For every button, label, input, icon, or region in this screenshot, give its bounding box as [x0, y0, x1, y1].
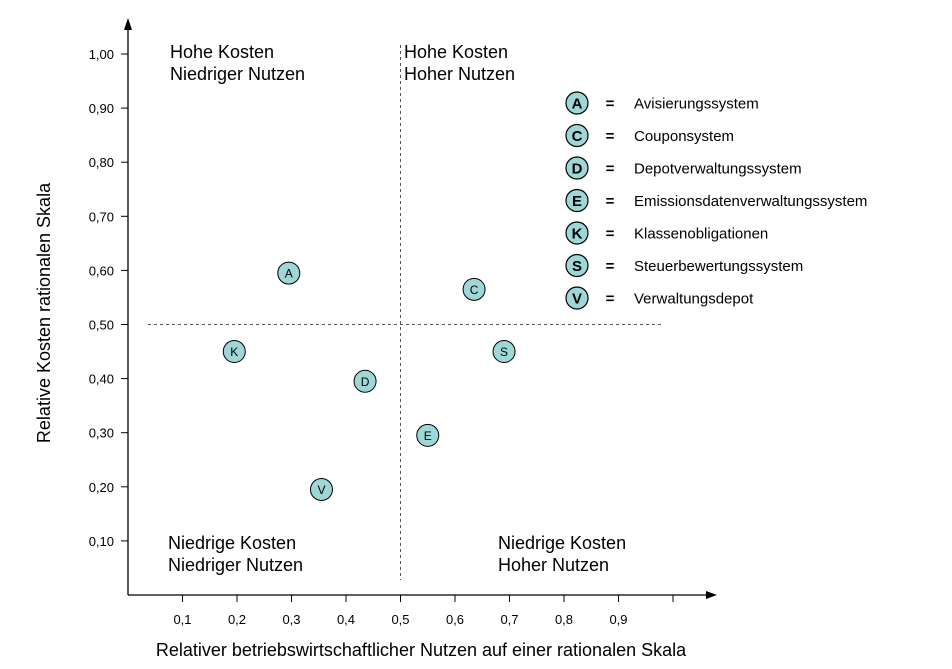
y-tick-label: 0,90: [89, 101, 114, 116]
quadrant-label-top-right: Hohe Kosten: [404, 42, 508, 62]
legend-entry-v: V = Verwaltungsdepot: [565, 286, 754, 310]
legend-marker: [565, 91, 589, 115]
legend-key: S: [572, 258, 582, 275]
legend-marker: [565, 123, 589, 148]
data-point-marker: [462, 277, 486, 301]
legend-separator: =: [606, 193, 615, 210]
legend-marker: [565, 188, 589, 213]
legend-label: Depotverwaltungssystem: [634, 161, 802, 178]
y-axis-arrow: [124, 18, 132, 30]
y-tick-label: 0,10: [89, 534, 114, 549]
quadrant-label-top-right: Hoher Nutzen: [404, 64, 515, 84]
x-tick-label: 0,2: [228, 612, 246, 627]
legend-separator: =: [606, 128, 615, 145]
data-point-s: S: [492, 340, 516, 364]
y-tick-label: 0,40: [89, 372, 114, 387]
legend-separator: =: [606, 291, 615, 308]
x-tick-label: 0,4: [337, 612, 355, 627]
data-point-e: E: [416, 423, 440, 447]
x-tick-label: 0,1: [173, 612, 191, 627]
x-tick-label: 0,8: [555, 612, 573, 627]
legend-entry-c: C = Couponsystem: [565, 123, 734, 148]
legend-marker: [565, 253, 589, 278]
legend-separator: =: [606, 161, 615, 178]
legend-key: D: [572, 161, 583, 178]
y-axis-ticks: 0,10 0,20 0,30 0,40 0,50 0,60 0,70 0,80 0,90 1,00: [89, 47, 128, 549]
legend-entry-e: E = Emissionsdatenverwaltungssystem: [565, 188, 867, 213]
y-tick-label: 0,70: [89, 209, 114, 224]
y-tick-label: 0,50: [89, 318, 114, 333]
data-point-label: A: [285, 267, 293, 281]
quadrant-dividers: [148, 45, 664, 580]
legend-key: K: [572, 226, 583, 243]
data-point-a: A: [277, 261, 301, 285]
legend-key: E: [572, 193, 582, 210]
x-tick-label: 0,5: [391, 612, 409, 627]
data-point-marker: [492, 340, 516, 364]
y-tick-label: 0,80: [89, 155, 114, 170]
data-point-marker: [277, 261, 301, 285]
x-tick-label: 0,3: [282, 612, 300, 627]
data-point-marker: [353, 369, 377, 393]
data-point-marker: [416, 423, 440, 447]
data-points: A C D E K S V: [222, 261, 516, 502]
data-point-k: K: [222, 340, 246, 364]
data-point-label: K: [230, 345, 238, 359]
legend-label: Steuerbewertungssystem: [634, 258, 803, 275]
x-axis-label: Relativer betriebswirtschaftlicher Nutze…: [156, 640, 687, 660]
legend-separator: =: [606, 226, 615, 243]
data-point-v: V: [309, 478, 333, 502]
quadrant-label-bottom-right: Hoher Nutzen: [498, 555, 609, 575]
legend-label: Klassenobligationen: [634, 226, 768, 243]
legend-entry-d: D = Depotverwaltungssystem: [565, 156, 802, 180]
data-point-label: S: [500, 345, 508, 359]
legend-separator: =: [606, 258, 615, 275]
legend-key: C: [572, 128, 583, 145]
legend-label: Couponsystem: [634, 128, 734, 145]
x-axis-ticks: 0,1 0,2 0,3 0,4 0,5 0,6 0,7 0,8 0,9: [173, 595, 674, 627]
legend-label: Verwaltungsdepot: [634, 291, 754, 308]
legend-label: Avisierungssystem: [634, 96, 759, 113]
data-point-label: V: [317, 483, 325, 497]
data-point-marker: [222, 340, 246, 364]
legend-key: A: [572, 96, 583, 113]
data-point-label: C: [470, 283, 479, 297]
legend-entry-a: A = Avisierungssystem: [565, 91, 759, 115]
legend-key: V: [572, 291, 582, 308]
quadrant-label-top-left: Hohe Kosten: [170, 42, 274, 62]
x-axis-arrow: [706, 591, 717, 599]
legend-separator: =: [606, 96, 615, 113]
data-point-label: D: [361, 375, 370, 389]
legend-entry-s: S = Steuerbewertungssystem: [565, 253, 803, 278]
legend-marker: [565, 221, 589, 245]
y-tick-label: 0,30: [89, 426, 114, 441]
x-tick-label: 0,9: [609, 612, 627, 627]
data-point-c: C: [462, 277, 486, 301]
quadrant-label-bottom-right: Niedrige Kosten: [498, 533, 626, 553]
legend-label: Emissionsdatenverwaltungssystem: [634, 193, 867, 210]
legend-marker: [565, 156, 589, 180]
data-point-label: E: [424, 429, 432, 443]
quadrant-label-top-left: Niedriger Nutzen: [170, 64, 305, 84]
y-tick-label: 0,60: [89, 263, 114, 278]
legend-entry-k: K = Klassenobligationen: [565, 221, 768, 245]
y-tick-label: 1,00: [89, 47, 114, 62]
legend-marker: [565, 286, 589, 310]
axes: [124, 18, 717, 599]
x-tick-label: 0,7: [500, 612, 518, 627]
x-tick-label: 0,6: [446, 612, 464, 627]
y-axis-label: Relative Kosten rationalen Skala: [34, 182, 54, 443]
quadrant-label-bottom-left: Niedrige Kosten: [168, 533, 296, 553]
quadrant-label-bottom-left: Niedriger Nutzen: [168, 555, 303, 575]
data-point-marker: [309, 478, 333, 502]
y-tick-label: 0,20: [89, 480, 114, 495]
data-point-d: D: [353, 369, 377, 393]
legend: A = Avisierungssystem C = Couponsystem D = Depot…: [565, 91, 867, 310]
